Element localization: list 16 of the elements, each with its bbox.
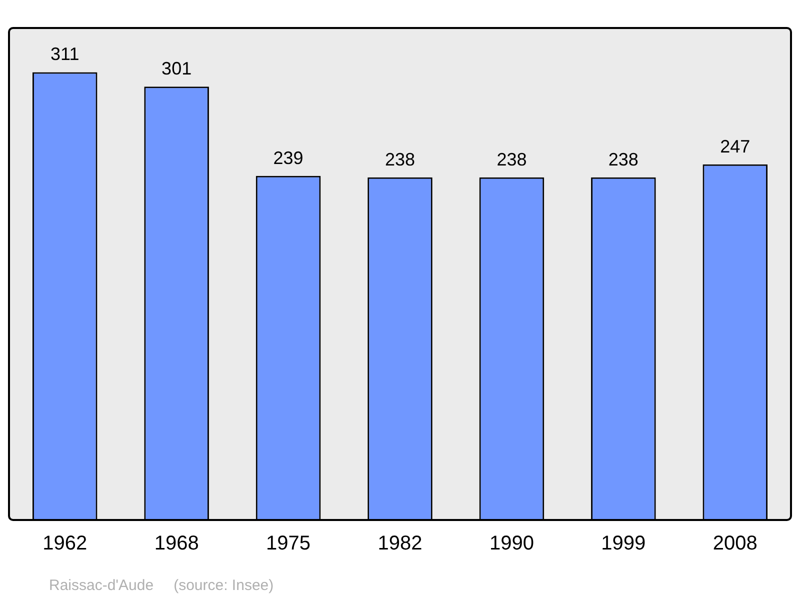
data-label: 301: [162, 58, 192, 79]
x-tick-label: 1968: [154, 532, 199, 555]
x-tick-label: 1982: [378, 532, 422, 555]
data-label: 238: [496, 149, 527, 170]
x-tick-label: 1975: [266, 532, 311, 555]
x-tick-label: 1990: [489, 532, 534, 555]
x-tick-label: 2008: [712, 532, 758, 555]
text: Raissac-d'Aude: [49, 577, 154, 594]
data-label: 311: [50, 44, 80, 64]
data-label: 239: [273, 148, 304, 168]
data-label: 247: [720, 136, 750, 156]
text: (source: Insee): [174, 577, 274, 594]
data-label: 238: [608, 149, 638, 170]
data-label: 238: [384, 149, 416, 170]
x-tick-label: 1962: [42, 532, 88, 555]
x-tick-label: 1999: [601, 532, 646, 555]
